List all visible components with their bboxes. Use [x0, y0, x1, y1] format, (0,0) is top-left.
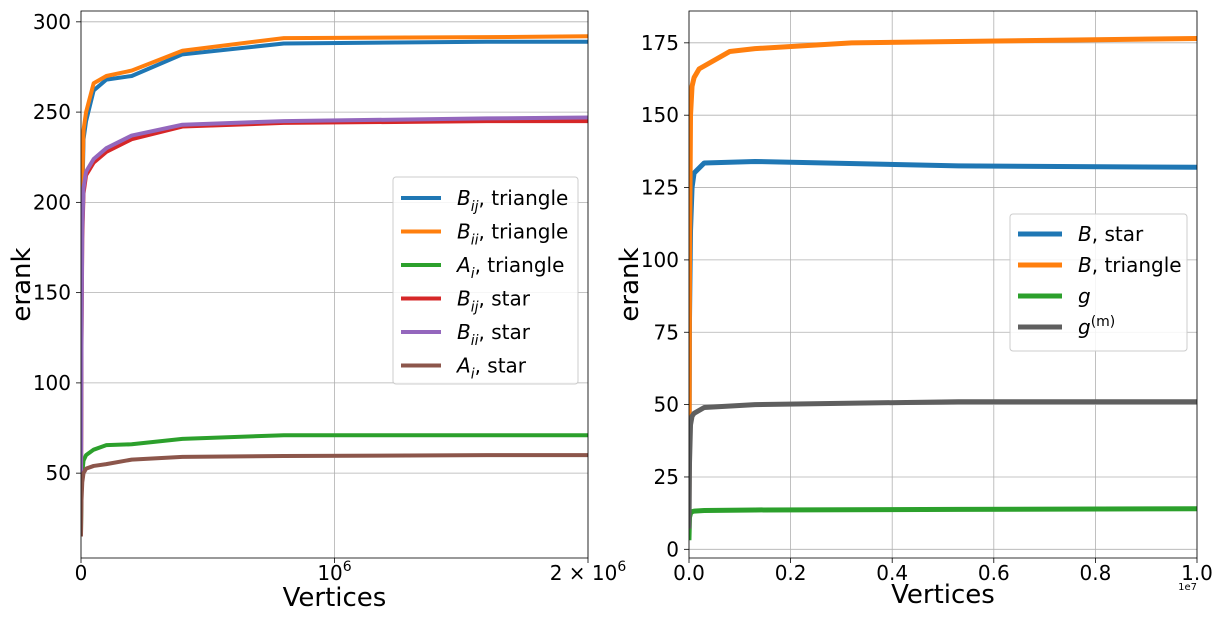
series-group	[81, 34, 588, 537]
x-axis-label: Vertices	[891, 580, 995, 610]
y-tick-label: 0	[666, 537, 679, 561]
y-tick-label: 150	[641, 103, 679, 127]
legend-suffix: , star	[479, 320, 531, 344]
legend-symbol: A	[455, 253, 471, 277]
axes-frame	[688, 10, 1198, 559]
legend-suffix: , star	[1092, 222, 1144, 246]
legend-suffix: , triangle	[475, 253, 565, 277]
legend-superscript: (m)	[1091, 314, 1116, 330]
legend-suffix: , star	[479, 287, 531, 311]
x-tick-label: 106	[317, 559, 351, 585]
y-tick-label: 100	[641, 248, 679, 272]
legend-subscript: i	[471, 266, 475, 282]
y-axis-label: erank	[7, 247, 37, 321]
y-tick-label: 100	[33, 371, 71, 395]
legend-label-0: Bij​, triangle	[457, 186, 568, 215]
legend-suffix: , triangle	[1092, 253, 1182, 277]
series-line-4	[81, 115, 588, 490]
y-tick-label: 300	[33, 10, 71, 34]
series-group	[689, 35, 1197, 541]
series-line-1	[689, 35, 1197, 509]
legend-symbol: A	[455, 354, 471, 378]
legend-subscript: ii	[471, 333, 479, 349]
x-tick-label: 1.0	[1181, 561, 1213, 585]
legend-label-2: g	[1078, 284, 1091, 308]
y-tick-label: 150	[33, 281, 71, 305]
legend-suffix: , triangle	[479, 220, 569, 244]
legend-label-3: g(m)​	[1078, 314, 1115, 339]
legend-label-3: Bij​, star	[457, 287, 531, 316]
x-tick-label: 0.0	[673, 561, 705, 585]
legend-symbol: B	[457, 220, 471, 244]
y-tick-label: 175	[641, 31, 679, 55]
x-offset-label: 1e7	[1178, 582, 1197, 593]
legend-subscript: i	[471, 367, 475, 383]
legend-symbol: B	[1078, 253, 1092, 277]
x-tick-label: 0.4	[876, 561, 908, 585]
legend-label-1: Bii​, triangle	[457, 220, 568, 249]
legend-subscript: ij	[471, 300, 479, 316]
legend-symbol: B	[457, 320, 471, 344]
legend-symbol: B	[457, 287, 471, 311]
legend-label-1: B, triangle	[1078, 253, 1182, 277]
series-line-2	[689, 506, 1197, 541]
legend-box	[1009, 213, 1188, 352]
legend-symbol: B	[457, 186, 471, 210]
legend-symbol: g	[1078, 284, 1091, 308]
legend-subscript: ii	[471, 233, 479, 249]
legend: Bij​, triangle Bii​, triangle Ai​, triangl…	[392, 176, 579, 385]
legend-suffix: , triangle	[479, 186, 569, 210]
legend-symbol: B	[1078, 222, 1092, 246]
series-line-5	[81, 453, 588, 537]
legend-label-4: Bii​, star	[457, 320, 531, 349]
y-tick-label: 50	[654, 393, 679, 417]
y-tick-label: 50	[46, 461, 71, 485]
y-axis-label: erank	[615, 247, 645, 321]
legend-label-5: Ai​, star	[455, 354, 527, 383]
x-tick-label: 0.8	[1079, 561, 1111, 585]
x-axis-label: Vertices	[283, 583, 387, 613]
legend-subscript: ij	[471, 199, 479, 215]
y-tick-label: 75	[654, 320, 679, 344]
series-line-3	[689, 399, 1197, 529]
y-tick-label: 125	[641, 176, 679, 200]
left-chart: 50 100 150 200 250 300 0 106 2 × 106 Vertices eran…	[7, 10, 626, 613]
legend-symbol: g	[1078, 315, 1091, 339]
x-tick-label: 0.6	[978, 561, 1010, 585]
right-chart: 0 25 50 75 100 125 150 175 0.0 0.2 0.4 0.6 0.8 1.01e7…	[615, 10, 1213, 610]
x-tick-label: 0.2	[775, 561, 807, 585]
legend-label-0: B, star	[1078, 222, 1144, 246]
x-tick-label: 0	[75, 561, 88, 585]
legend-label-2: Ai​, triangle	[455, 253, 564, 282]
y-tick-label: 200	[33, 190, 71, 214]
legend-suffix: , star	[475, 354, 527, 378]
y-tick-label: 250	[33, 100, 71, 124]
x-tick-label: 2 × 106	[550, 559, 627, 585]
y-tick-label: 25	[654, 465, 679, 489]
